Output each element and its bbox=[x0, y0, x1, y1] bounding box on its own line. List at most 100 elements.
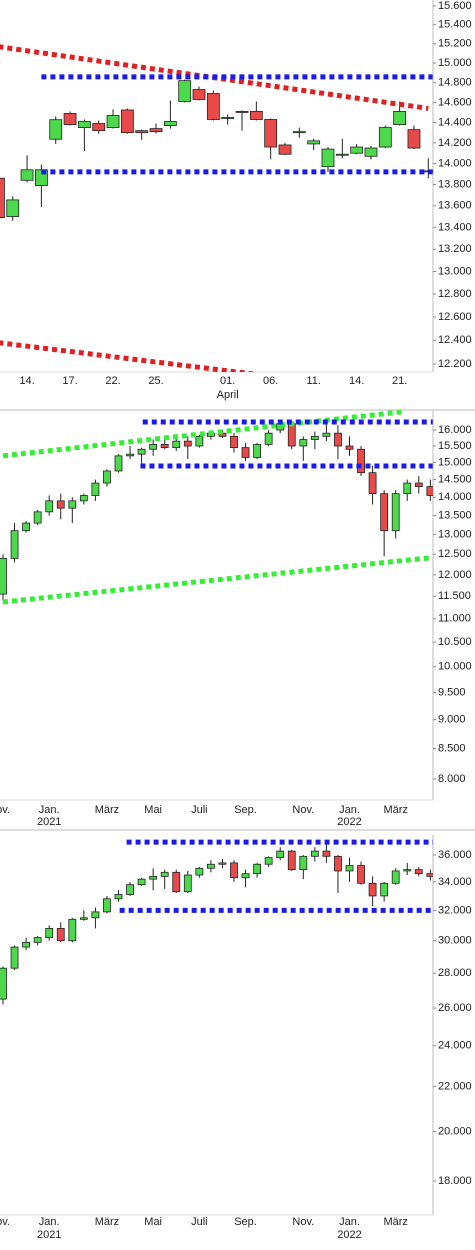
candle-body bbox=[183, 440, 192, 447]
y-tick-label: 30.000 bbox=[438, 935, 472, 947]
y-tick-label: 34.000 bbox=[438, 876, 472, 888]
candle-body bbox=[0, 967, 7, 1000]
candle-body bbox=[103, 898, 111, 913]
candle-body bbox=[137, 448, 146, 455]
candle-body bbox=[264, 857, 273, 865]
x-tick-label: Nov. bbox=[292, 804, 314, 816]
candle-body bbox=[292, 131, 306, 134]
candle-body bbox=[218, 862, 227, 865]
y-tick-label: 12.200 bbox=[438, 358, 472, 370]
candle-body bbox=[149, 875, 158, 880]
y-tick-label: 14.000 bbox=[438, 157, 472, 169]
x-tick-label: 01. bbox=[220, 375, 235, 387]
candle-body bbox=[49, 119, 63, 140]
candle-body bbox=[195, 867, 204, 876]
candle-body bbox=[380, 493, 389, 532]
candle-body bbox=[206, 93, 220, 120]
candle-body bbox=[391, 493, 400, 532]
candle-body bbox=[335, 153, 349, 156]
y-tick-label: 13.000 bbox=[438, 265, 472, 277]
y-tick-label: 11.000 bbox=[438, 613, 471, 625]
y-tick-label: 14.000 bbox=[438, 491, 472, 503]
y-tick-label: 10.000 bbox=[438, 661, 472, 673]
x-tick-sublabel: 2021 bbox=[37, 1229, 61, 1241]
candle-body bbox=[163, 121, 177, 126]
trend-line bbox=[0, 340, 258, 372]
candle-body bbox=[345, 865, 354, 872]
candle-body bbox=[106, 115, 120, 128]
candle-body bbox=[135, 130, 149, 134]
candle-body bbox=[10, 530, 19, 559]
candle-body bbox=[403, 482, 412, 495]
candle-body bbox=[45, 500, 54, 513]
candle-body bbox=[22, 522, 31, 532]
candle-body bbox=[393, 111, 407, 125]
candle-body bbox=[0, 557, 7, 595]
candle-body bbox=[264, 119, 278, 148]
candle-body bbox=[56, 927, 65, 942]
x-tick-label: ov. bbox=[0, 804, 10, 816]
y-tick-label: 12.000 bbox=[438, 569, 472, 581]
candle-body bbox=[310, 435, 319, 440]
x-tick-label: Jan. bbox=[339, 804, 360, 816]
y-tick-label: 13.000 bbox=[438, 528, 472, 540]
candle-body bbox=[149, 443, 158, 450]
candle-body bbox=[6, 199, 20, 217]
y-tick-label: 15.400 bbox=[438, 19, 472, 31]
candle-body bbox=[126, 453, 134, 457]
candle-body bbox=[77, 121, 91, 128]
candle-body bbox=[103, 470, 111, 484]
candle-body bbox=[368, 472, 377, 495]
y-tick-label: 13.600 bbox=[438, 200, 472, 212]
x-tick-label: Sep. bbox=[234, 1216, 257, 1228]
y-tick-label: 14.600 bbox=[438, 96, 472, 108]
candle-body bbox=[149, 128, 163, 133]
y-tick-label: 12.800 bbox=[438, 288, 472, 300]
x-tick-sublabel: April bbox=[217, 389, 239, 401]
candle-body bbox=[299, 855, 308, 871]
x-tick-label: 22. bbox=[105, 375, 120, 387]
y-tick-label: 26.000 bbox=[438, 1002, 472, 1014]
candle-body bbox=[357, 865, 365, 884]
x-tick-label: März bbox=[383, 1216, 407, 1228]
x-tick-label: 21. bbox=[392, 375, 407, 387]
y-tick-label: 9.500 bbox=[438, 686, 466, 698]
x-tick-label: Jan. bbox=[39, 1216, 60, 1228]
y-tick-label: 11.500 bbox=[438, 590, 471, 602]
candle-body bbox=[235, 111, 249, 113]
x-tick-label: März bbox=[383, 804, 407, 816]
candle-body bbox=[22, 941, 31, 948]
x-tick-label: März bbox=[95, 1216, 119, 1228]
plot-area bbox=[0, 410, 433, 605]
candle-body bbox=[33, 937, 42, 943]
x-tick-label: ov. bbox=[0, 1216, 10, 1228]
x-tick-label: Jan. bbox=[39, 804, 60, 816]
x-tick-label: Juli bbox=[191, 1216, 208, 1228]
y-tick-label: 12.600 bbox=[438, 311, 472, 323]
candle-body bbox=[414, 482, 423, 487]
x-tick-sublabel: 2022 bbox=[337, 1229, 361, 1241]
y-tick-label: 18.000 bbox=[438, 1175, 472, 1187]
y-tick-label: 13.400 bbox=[438, 221, 472, 233]
y-tick-label: 20.000 bbox=[438, 1125, 472, 1137]
x-tick-label: Juli bbox=[191, 804, 208, 816]
candle-body bbox=[364, 147, 378, 157]
x-tick-sublabel: 2022 bbox=[337, 816, 361, 828]
y-tick-label: 15.000 bbox=[438, 57, 472, 69]
x-tick-label: 17. bbox=[62, 375, 77, 387]
candle-body bbox=[403, 869, 412, 872]
candle-body bbox=[278, 144, 292, 155]
candle-body bbox=[20, 169, 34, 181]
candle-body bbox=[380, 882, 389, 897]
x-tick-label: Sep. bbox=[234, 804, 257, 816]
y-tick-label: 24.000 bbox=[438, 1040, 472, 1052]
y-tick-label: 9.000 bbox=[438, 714, 466, 726]
x-tick-label: 25. bbox=[148, 375, 163, 387]
candle-body bbox=[45, 927, 54, 939]
candle-body bbox=[276, 850, 285, 859]
candle-body bbox=[192, 89, 206, 100]
candle-body bbox=[230, 435, 238, 449]
y-tick-label: 14.500 bbox=[438, 473, 472, 485]
y-tick-label: 8.000 bbox=[438, 773, 466, 785]
candle-body bbox=[241, 873, 250, 879]
